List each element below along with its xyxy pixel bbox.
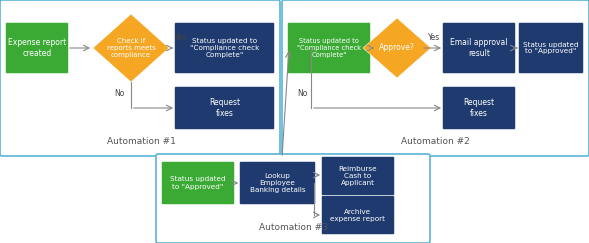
FancyBboxPatch shape [442,87,515,130]
FancyBboxPatch shape [282,0,589,156]
Text: Expense report
created: Expense report created [8,38,66,58]
Text: Automation #2: Automation #2 [401,137,469,146]
Text: Yes: Yes [175,34,187,43]
FancyBboxPatch shape [5,23,68,73]
Text: Status updated
to "Approved": Status updated to "Approved" [523,42,579,54]
Text: Request
fixes: Request fixes [209,98,240,118]
FancyBboxPatch shape [322,156,395,196]
FancyBboxPatch shape [156,154,430,243]
FancyBboxPatch shape [161,162,234,205]
Text: Status updated to
"Compliance check
Complete": Status updated to "Compliance check Comp… [297,38,361,58]
Text: Request
fixes: Request fixes [464,98,495,118]
Text: Automation #1: Automation #1 [107,137,176,146]
Text: Check if
reports meets
compliance: Check if reports meets compliance [107,38,155,58]
Text: Automation #3: Automation #3 [259,223,327,232]
FancyBboxPatch shape [240,162,316,205]
Text: Approve?: Approve? [379,43,415,52]
Polygon shape [363,18,431,78]
Polygon shape [93,14,169,82]
FancyBboxPatch shape [322,196,395,234]
FancyBboxPatch shape [287,23,370,73]
Text: Yes: Yes [428,34,440,43]
FancyBboxPatch shape [174,87,274,130]
Text: Reimburse
Cash to
Applicant: Reimburse Cash to Applicant [339,166,378,186]
Text: No: No [114,88,124,97]
Text: Status updated to
"Compliance check
Complete": Status updated to "Compliance check Comp… [190,38,259,58]
Text: Lookup
Employee
Banking details: Lookup Employee Banking details [250,173,305,193]
FancyBboxPatch shape [174,23,274,73]
Text: No: No [297,88,307,97]
Text: Archive
expense report: Archive expense report [330,208,385,222]
FancyBboxPatch shape [518,23,584,73]
Text: Email approval
result: Email approval result [450,38,508,58]
FancyBboxPatch shape [442,23,515,73]
Text: Status updated
to "Approved": Status updated to "Approved" [170,176,226,190]
FancyBboxPatch shape [0,0,280,156]
